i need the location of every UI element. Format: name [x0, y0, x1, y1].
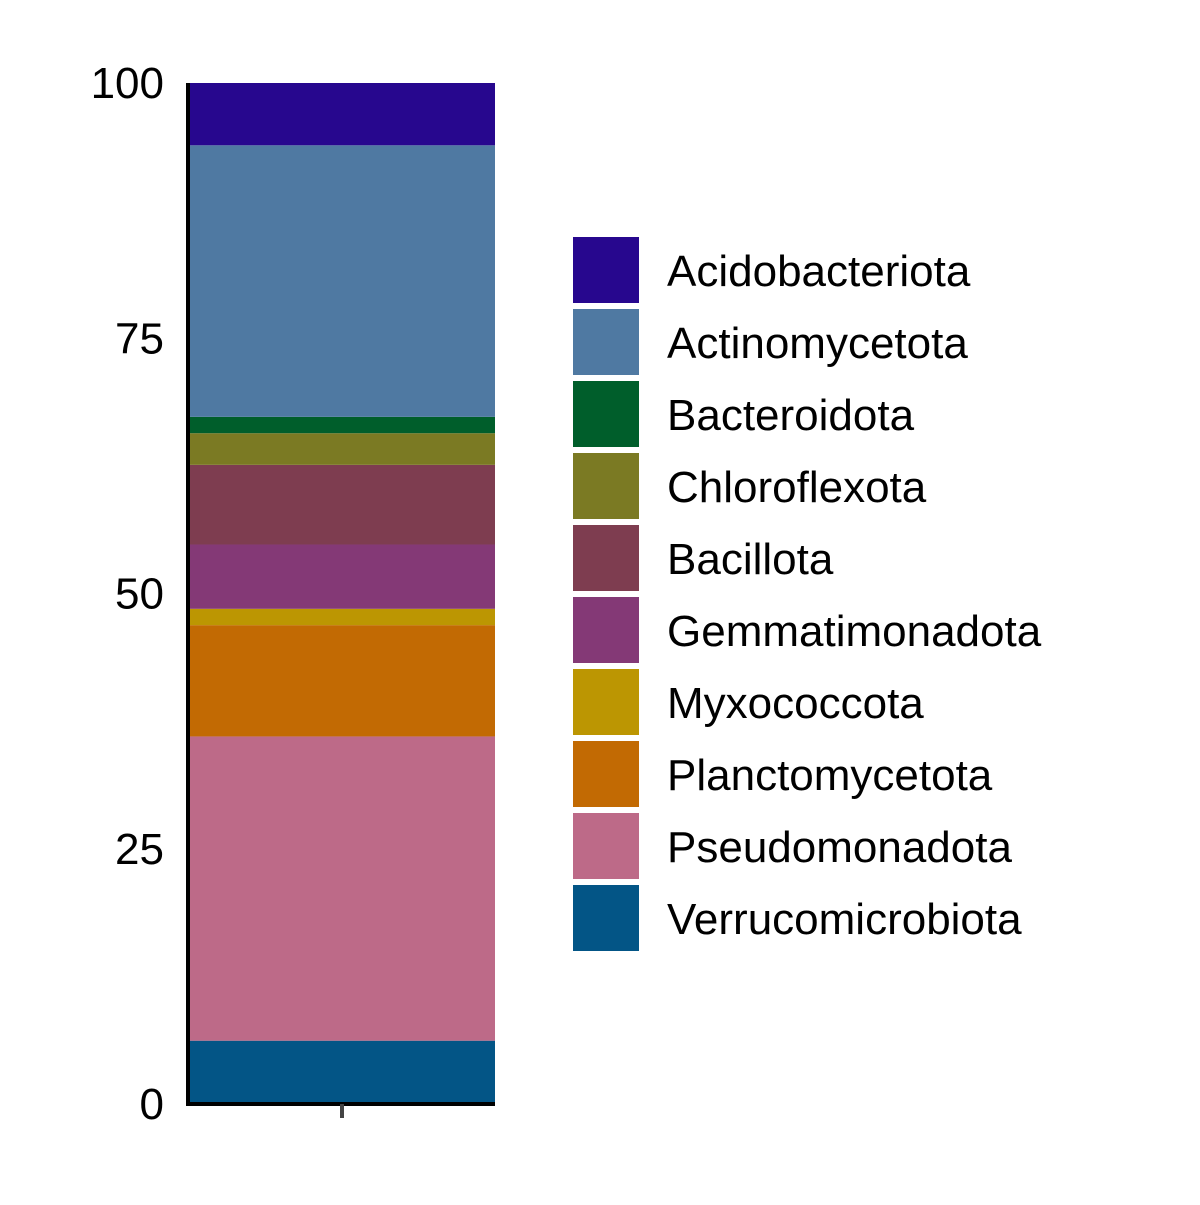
- legend-swatch: [573, 885, 639, 951]
- legend-swatch: [573, 525, 639, 591]
- legend-label: Gemmatimonadota: [667, 607, 1042, 656]
- legend-swatch: [573, 309, 639, 375]
- y-tick-label: 25: [115, 825, 164, 874]
- bar-segment-myxococcota: [189, 608, 495, 626]
- legend-label: Verrucomicrobiota: [667, 895, 1022, 944]
- bar-segment-bacillota: [189, 464, 495, 545]
- y-tick-label: 100: [91, 59, 164, 108]
- bar-segment-actinomycetota: [189, 145, 495, 417]
- bar-segment-gemmatimonadota: [189, 544, 495, 609]
- legend-swatch: [573, 669, 639, 735]
- bar-segment-verrucomicrobiota: [189, 1040, 495, 1104]
- legend-item: Gemmatimonadota: [573, 597, 1042, 663]
- legend-swatch: [573, 813, 639, 879]
- legend-item: Planctomycetota: [573, 741, 993, 807]
- y-tick-label: 75: [115, 314, 164, 363]
- bar-segment-planctomycetota: [189, 625, 495, 737]
- y-tick-labels: 0 25 50 75 100: [91, 59, 164, 1129]
- legend-label: Pseudomonadota: [667, 823, 1012, 872]
- legend-label: Myxococcota: [667, 679, 924, 728]
- legend-label: Actinomycetota: [667, 319, 968, 368]
- legend-item: Bacteroidota: [573, 381, 915, 447]
- legend-swatch: [573, 381, 639, 447]
- legend-label: Acidobacteriota: [667, 247, 971, 296]
- legend-swatch: [573, 237, 639, 303]
- legend-label: Planctomycetota: [667, 751, 993, 800]
- bar-segment-acidobacteriota: [189, 83, 495, 146]
- bar-segment-bacteroidota: [189, 416, 495, 434]
- bar-segment-chloroflexota: [189, 433, 495, 465]
- legend-swatch: [573, 597, 639, 663]
- legend-item: Verrucomicrobiota: [573, 885, 1022, 951]
- legend-item: Bacillota: [573, 525, 834, 591]
- legend-item: Chloroflexota: [573, 453, 927, 519]
- bar-stack: [189, 83, 495, 1104]
- axes: [186, 83, 495, 1118]
- legend-item: Pseudomonadota: [573, 813, 1012, 879]
- legend-swatch: [573, 741, 639, 807]
- legend-item: Actinomycetota: [573, 309, 968, 375]
- legend: Acidobacteriota Actinomycetota Bacteroidot…: [573, 237, 1042, 951]
- legend-label: Chloroflexota: [667, 463, 927, 512]
- y-tick-label: 50: [115, 570, 164, 619]
- legend-item: Myxococcota: [573, 669, 924, 735]
- legend-swatch: [573, 453, 639, 519]
- bar-segment-pseudomonadota: [189, 736, 495, 1041]
- legend-label: Bacillota: [667, 535, 834, 584]
- y-tick-label: 0: [140, 1080, 164, 1129]
- legend-item: Acidobacteriota: [573, 237, 971, 303]
- legend-label: Bacteroidota: [667, 391, 915, 440]
